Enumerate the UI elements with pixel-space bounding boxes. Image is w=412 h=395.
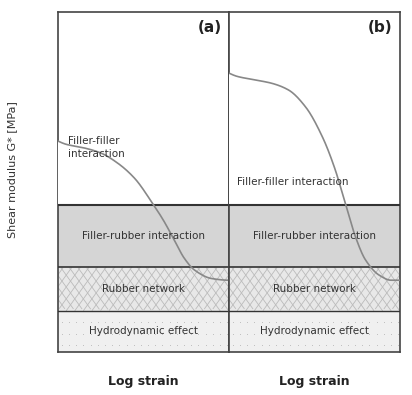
Text: Shear modulus G* [MPa]: Shear modulus G* [MPa]	[7, 102, 17, 238]
Text: (a): (a)	[198, 21, 222, 35]
Text: Log strain: Log strain	[279, 375, 349, 388]
Bar	[58, 267, 229, 311]
Bar	[229, 12, 400, 205]
Bar	[58, 12, 229, 205]
Text: Filler-rubber interaction: Filler-rubber interaction	[82, 231, 205, 241]
Bar	[229, 205, 400, 267]
Text: Filler-rubber interaction: Filler-rubber interaction	[253, 231, 376, 241]
Bar	[58, 205, 229, 267]
Text: (b): (b)	[368, 21, 393, 35]
Bar	[58, 311, 229, 352]
Text: Log strain: Log strain	[108, 375, 178, 388]
Text: Filler-filler
interaction: Filler-filler interaction	[68, 136, 125, 159]
Text: Rubber network: Rubber network	[273, 284, 356, 294]
Text: Hydrodynamic effect: Hydrodynamic effect	[260, 326, 369, 336]
Text: Hydrodynamic effect: Hydrodynamic effect	[89, 326, 198, 336]
Bar	[229, 267, 400, 311]
Text: Rubber network: Rubber network	[102, 284, 185, 294]
Bar	[229, 311, 400, 352]
Text: Filler-filler interaction: Filler-filler interaction	[237, 177, 349, 187]
